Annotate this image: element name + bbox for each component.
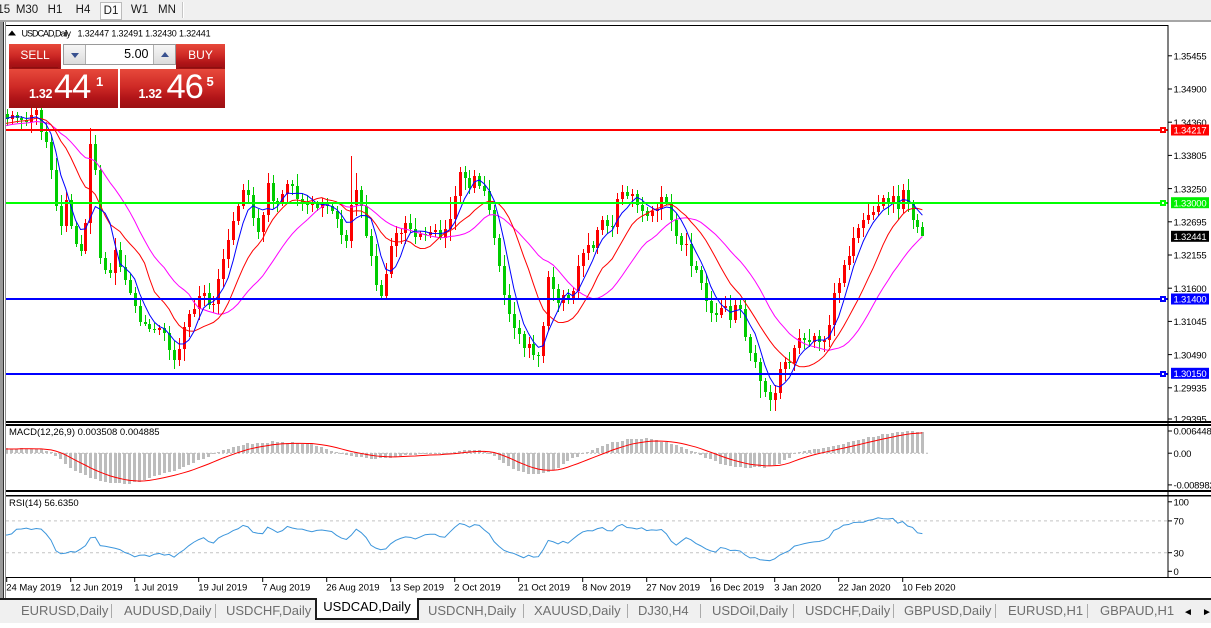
svg-text:1.32441: 1.32441 bbox=[1174, 232, 1207, 243]
svg-text:16 Dec 2019: 16 Dec 2019 bbox=[710, 583, 764, 594]
svg-text:24 May 2019: 24 May 2019 bbox=[6, 583, 61, 594]
svg-text:1.31045: 1.31045 bbox=[1174, 317, 1207, 328]
svg-text:RSI(14) 56.6350: RSI(14) 56.6350 bbox=[9, 498, 79, 509]
svg-text:7 Aug 2019: 7 Aug 2019 bbox=[262, 583, 310, 594]
svg-text:1.33805: 1.33805 bbox=[1174, 151, 1207, 162]
svg-text:1.31400: 1.31400 bbox=[1174, 295, 1207, 306]
svg-text:1.30150: 1.30150 bbox=[1174, 369, 1207, 380]
svg-text:22 Jan 2020: 22 Jan 2020 bbox=[838, 583, 890, 594]
svg-text:1.29935: 1.29935 bbox=[1174, 384, 1207, 395]
svg-text:-0.008982: -0.008982 bbox=[1174, 481, 1211, 492]
svg-text:MACD(12,26,9) 0.003508 0.00488: MACD(12,26,9) 0.003508 0.004885 bbox=[9, 427, 160, 438]
svg-text:1.31600: 1.31600 bbox=[1174, 284, 1207, 295]
svg-text:0: 0 bbox=[1174, 567, 1179, 578]
svg-text:1.35455: 1.35455 bbox=[1174, 52, 1207, 63]
svg-text:1.33250: 1.33250 bbox=[1174, 184, 1207, 195]
svg-text:1.32695: 1.32695 bbox=[1174, 218, 1207, 229]
svg-text:1.34217: 1.34217 bbox=[1174, 126, 1207, 137]
svg-text:30: 30 bbox=[1174, 548, 1184, 559]
svg-text:1 Jul 2019: 1 Jul 2019 bbox=[134, 583, 178, 594]
svg-text:27 Nov 2019: 27 Nov 2019 bbox=[646, 583, 700, 594]
svg-text:70: 70 bbox=[1174, 517, 1184, 528]
svg-text:3 Jan 2020: 3 Jan 2020 bbox=[774, 583, 821, 594]
svg-text:12 Jun 2019: 12 Jun 2019 bbox=[70, 583, 122, 594]
svg-text:10 Feb 2020: 10 Feb 2020 bbox=[902, 583, 955, 594]
svg-text:8 Nov 2019: 8 Nov 2019 bbox=[582, 583, 631, 594]
svg-text:1.29395: 1.29395 bbox=[1174, 415, 1207, 426]
svg-text:2 Oct 2019: 2 Oct 2019 bbox=[454, 583, 500, 594]
svg-text:1.32447 1.32491 1.32430 1.3244: 1.32447 1.32491 1.32430 1.32441 bbox=[78, 29, 211, 39]
svg-text:13 Sep 2019: 13 Sep 2019 bbox=[390, 583, 444, 594]
svg-text:1.33000: 1.33000 bbox=[1174, 198, 1207, 209]
svg-text:0.006448: 0.006448 bbox=[1174, 427, 1211, 438]
svg-text:21 Oct 2019: 21 Oct 2019 bbox=[518, 583, 570, 594]
svg-text:26 Aug 2019: 26 Aug 2019 bbox=[326, 583, 379, 594]
svg-text:19 Jul 2019: 19 Jul 2019 bbox=[198, 583, 247, 594]
svg-text:1.32155: 1.32155 bbox=[1174, 251, 1207, 262]
svg-text:1.30490: 1.30490 bbox=[1174, 350, 1207, 361]
svg-text:1.34900: 1.34900 bbox=[1174, 85, 1207, 96]
svg-text:0.00: 0.00 bbox=[1174, 449, 1192, 460]
svg-text:100: 100 bbox=[1174, 498, 1189, 509]
svg-text:USDCAD,Daily: USDCAD,Daily bbox=[22, 29, 72, 39]
